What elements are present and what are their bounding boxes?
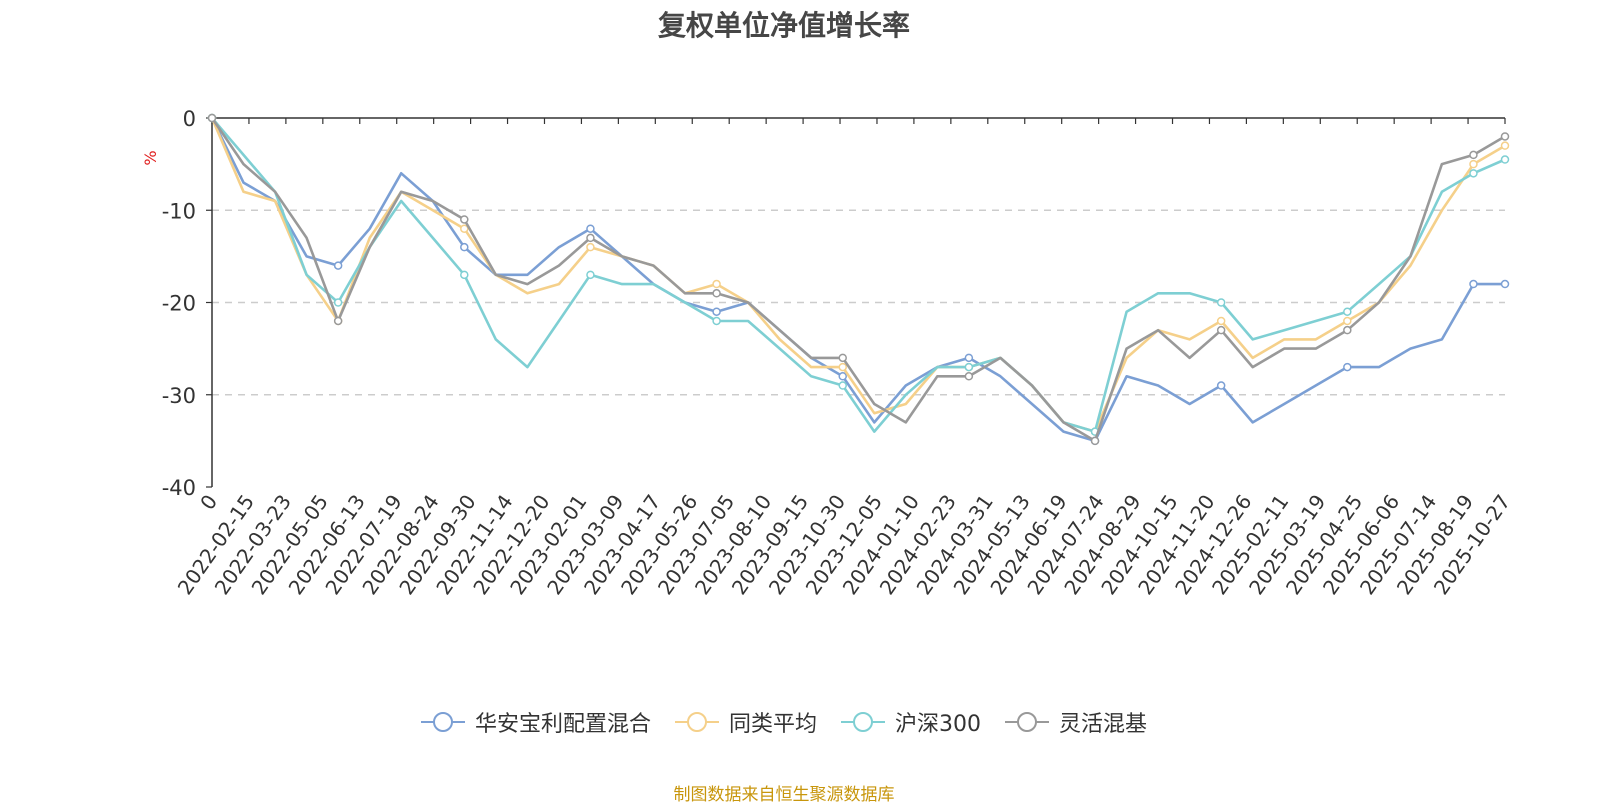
data-point (460, 215, 469, 224)
data-point (838, 381, 847, 390)
data-point (586, 242, 595, 252)
series-line-3 (210, 117, 1506, 443)
series-layer (207, 113, 1510, 446)
axis-layer: 0-10-20-30-4002022-02-152022-03-232022-0… (162, 107, 1515, 599)
legend-item[interactable]: 同类平均 (674, 706, 817, 738)
data-point (964, 353, 974, 363)
data-point (838, 372, 847, 381)
y-tick-label: -40 (162, 476, 196, 500)
data-point (1343, 362, 1352, 372)
data-point (586, 224, 595, 233)
data-point (460, 224, 469, 233)
chart-title: 复权单位净值增长率 (657, 9, 910, 42)
data-point (1500, 141, 1510, 150)
legend-label: 灵活混基 (1059, 712, 1148, 737)
data-point (1469, 159, 1478, 169)
source-note: 制图数据来自恒生聚源数据库 (673, 785, 895, 805)
data-point (1216, 381, 1226, 390)
grid-layer (212, 209, 1505, 396)
data-point (1343, 307, 1352, 316)
legend-label: 华安宝利配置混合 (474, 712, 651, 737)
data-point (1469, 279, 1478, 289)
legend: 华安宝利配置混合 同类平均 沪深300 灵活混基 (0, 706, 1568, 738)
data-point (712, 289, 721, 298)
data-point (838, 362, 847, 372)
series-line-2 (211, 117, 1506, 433)
data-point (1216, 316, 1226, 326)
data-point (1500, 155, 1510, 164)
data-point (333, 261, 343, 270)
data-point (712, 279, 721, 289)
data-point (333, 298, 343, 307)
legend-item[interactable]: 沪深300 (841, 706, 981, 738)
data-point (1500, 279, 1510, 289)
series-line-1 (210, 117, 1506, 433)
y-tick-label: -30 (162, 384, 196, 408)
data-point (1469, 169, 1478, 178)
data-point (964, 372, 974, 381)
legend-label: 同类平均 (728, 712, 817, 737)
data-point (207, 113, 217, 123)
data-point (712, 307, 721, 316)
data-point (1500, 132, 1510, 141)
legend-item[interactable]: 灵活混基 (1005, 706, 1147, 738)
data-point (1090, 436, 1100, 446)
legend-marker-icon (674, 712, 719, 732)
data-point (838, 353, 847, 363)
series-line-0 (210, 117, 1505, 443)
data-point (1216, 325, 1226, 335)
data-point (712, 316, 721, 326)
data-point (333, 316, 343, 326)
y-tick-label: -20 (162, 292, 196, 316)
x-tick-label: 0 (195, 490, 222, 514)
y-tick-label: 0 (183, 107, 196, 131)
data-point (1216, 298, 1226, 307)
data-point (964, 362, 974, 372)
legend-marker-icon (841, 712, 885, 732)
data-point (460, 242, 469, 252)
data-point (1343, 316, 1352, 326)
data-point (1469, 150, 1478, 160)
data-point (460, 270, 469, 280)
data-point (1343, 325, 1352, 335)
legend-marker-icon (1005, 712, 1049, 732)
legend-label: 沪深300 (895, 712, 981, 737)
data-point (586, 270, 595, 280)
data-point (586, 233, 595, 243)
y-tick-label: -10 (162, 199, 196, 223)
legend-marker-icon (420, 712, 465, 732)
legend-item[interactable]: 华安宝利配置混合 (420, 706, 651, 738)
y-axis-label: % (141, 150, 160, 165)
